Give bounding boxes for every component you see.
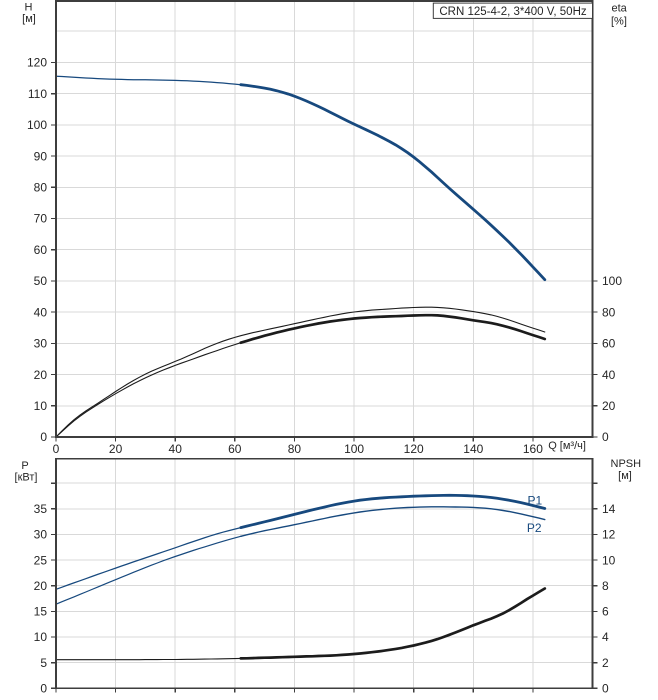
svg-text:15: 15	[34, 605, 48, 619]
svg-text:80: 80	[602, 305, 616, 319]
svg-text:100: 100	[344, 442, 364, 456]
svg-text:[м]: [м]	[618, 470, 632, 482]
svg-text:P1: P1	[528, 494, 543, 508]
svg-text:100: 100	[27, 118, 47, 132]
svg-text:eta: eta	[612, 2, 628, 14]
svg-text:90: 90	[34, 149, 48, 163]
svg-text:60: 60	[34, 243, 48, 257]
svg-text:100: 100	[602, 274, 622, 288]
svg-text:NPSH: NPSH	[611, 458, 642, 470]
svg-text:40: 40	[169, 442, 183, 456]
svg-text:110: 110	[28, 87, 47, 101]
svg-text:H: H	[25, 1, 33, 13]
svg-text:80: 80	[34, 181, 48, 195]
svg-text:5: 5	[40, 656, 47, 670]
svg-text:120: 120	[27, 56, 47, 70]
svg-text:CRN 125-4-2, 3*400 V, 50Hz: CRN 125-4-2, 3*400 V, 50Hz	[439, 6, 586, 18]
svg-text:14: 14	[602, 502, 616, 516]
svg-text:40: 40	[34, 305, 48, 319]
svg-text:10: 10	[34, 399, 48, 413]
svg-text:160: 160	[523, 442, 543, 456]
svg-text:70: 70	[34, 212, 48, 226]
svg-text:35: 35	[34, 502, 48, 516]
svg-text:[кВт]: [кВт]	[15, 471, 38, 483]
svg-text:0: 0	[53, 442, 60, 456]
svg-text:P: P	[21, 460, 28, 472]
svg-text:8: 8	[602, 579, 609, 593]
svg-text:20: 20	[34, 579, 48, 593]
svg-text:60: 60	[228, 442, 242, 456]
svg-text:40: 40	[602, 368, 616, 382]
svg-text:12: 12	[602, 528, 616, 542]
svg-text:0: 0	[602, 682, 609, 696]
svg-text:[м]: [м]	[22, 13, 36, 25]
svg-text:120: 120	[404, 442, 424, 456]
svg-text:0: 0	[40, 682, 47, 696]
svg-text:20: 20	[602, 399, 616, 413]
svg-text:[%]: [%]	[611, 15, 627, 27]
svg-text:Q [м³/ч]: Q [м³/ч]	[548, 440, 586, 452]
svg-text:P2: P2	[527, 521, 542, 535]
svg-text:6: 6	[602, 605, 609, 619]
svg-text:30: 30	[34, 337, 48, 351]
svg-text:140: 140	[463, 442, 483, 456]
svg-text:25: 25	[34, 553, 48, 567]
svg-text:60: 60	[602, 337, 616, 351]
svg-text:30: 30	[34, 528, 48, 542]
svg-text:20: 20	[109, 442, 123, 456]
svg-text:2: 2	[602, 656, 609, 670]
svg-text:50: 50	[34, 274, 48, 288]
svg-text:20: 20	[34, 368, 48, 382]
svg-text:0: 0	[602, 430, 609, 444]
svg-text:80: 80	[288, 442, 302, 456]
svg-text:4: 4	[602, 630, 609, 644]
svg-text:10: 10	[34, 630, 48, 644]
svg-text:10: 10	[602, 553, 616, 567]
svg-text:0: 0	[40, 430, 47, 444]
